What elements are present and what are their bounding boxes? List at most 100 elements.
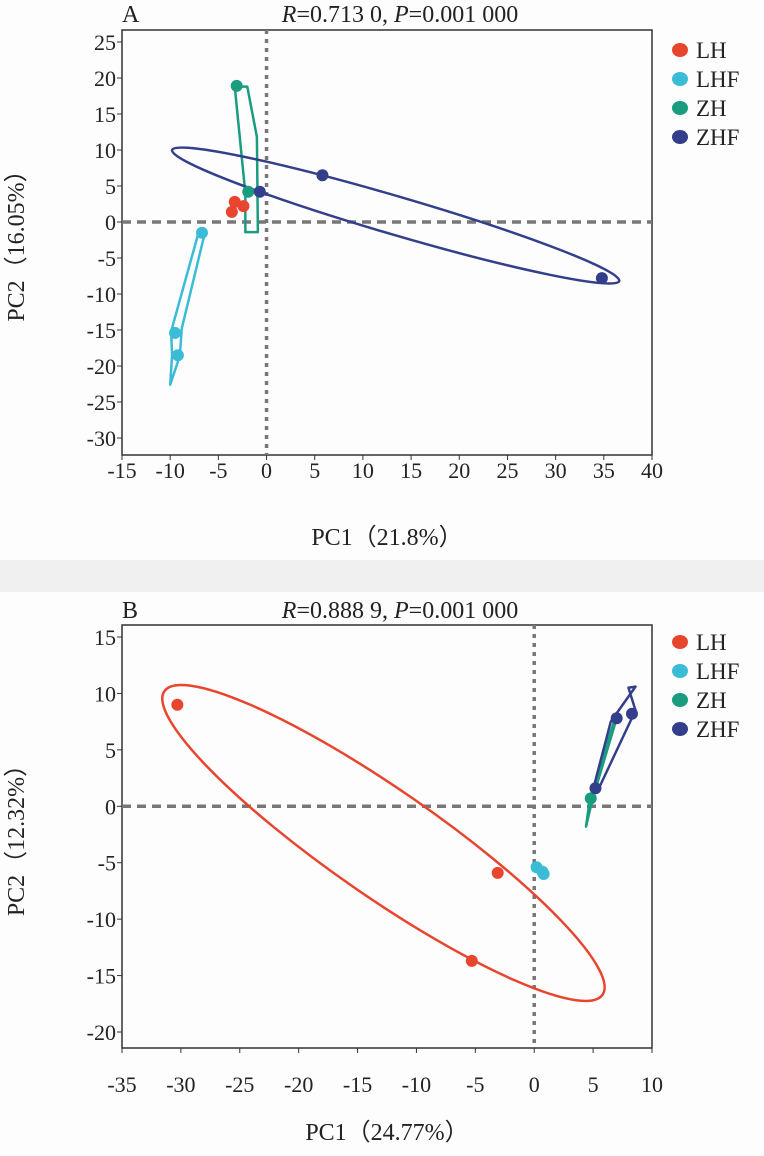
y-tick-label: 5 [105, 174, 116, 199]
data-point-lhf [169, 326, 181, 339]
data-point-lhf [195, 226, 208, 239]
data-point-lh [491, 866, 504, 879]
y-tick-label: 0 [105, 794, 116, 819]
legend-marker-zhf [672, 722, 688, 736]
y-tick-label: -20 [87, 1020, 116, 1045]
x-tick-label: 5 [309, 458, 320, 483]
x-tick-label: -20 [284, 1072, 313, 1097]
legend-label-lhf: LHF [696, 67, 739, 92]
panel-label: B [122, 598, 138, 624]
y-tick-label: -5 [98, 851, 116, 876]
legend-marker-lh [672, 43, 688, 57]
x-tick-label: -10 [402, 1072, 431, 1097]
x-tick-label: 10 [641, 1072, 663, 1097]
title-p-label: P [393, 598, 409, 624]
chart-title: R=0.888 9, P=0.001 000 [281, 598, 518, 624]
x-tick-label: 10 [352, 458, 374, 483]
title-p-value: =0.001 000 [409, 2, 519, 28]
x-axis-label: PC1（24.77%） [305, 1120, 468, 1146]
legend-marker-lh [672, 635, 688, 649]
data-point-zhf [625, 707, 638, 720]
panel-b-background [0, 592, 764, 1156]
y-tick-label: -15 [87, 318, 116, 343]
data-point-lh [171, 698, 184, 711]
data-point-lh [225, 205, 238, 218]
panel-label: A [122, 2, 140, 28]
data-point-zhf [316, 169, 329, 182]
y-tick-label: -30 [87, 426, 116, 451]
data-point-lhf [537, 868, 550, 880]
y-tick-label: -10 [87, 282, 116, 307]
plot-frame [121, 624, 653, 1049]
group-outline-lhf [168, 229, 207, 386]
x-tick-label: 35 [593, 458, 615, 483]
x-tick-label: -5 [209, 458, 227, 483]
x-tick-label: 0 [261, 458, 272, 483]
title-p-label: P [393, 2, 409, 28]
y-tick-label: 10 [94, 138, 116, 163]
y-tick-label: 25 [94, 30, 116, 55]
y-tick-label: 15 [94, 102, 116, 127]
legend-marker-zhf [672, 130, 688, 144]
data-point-zh [242, 185, 255, 198]
legend-label-lh: LH [696, 630, 727, 655]
x-tick-label: -15 [343, 1072, 372, 1097]
panel-b: -35 -30 -25 -20 -15 -10 -5 0 5 10 15 10 5 0 -5 -10 -15 -2… [4, 598, 739, 1146]
chart-title: R=0.713 0, P=0.001 000 [281, 2, 518, 28]
y-tick-label: 10 [94, 681, 116, 706]
y-axis-label: PC2（12.32%） [4, 753, 30, 916]
legend-label-zhf: ZHF [696, 125, 739, 150]
x-tick-label: -5 [466, 1072, 484, 1097]
y-tick-label: -10 [87, 907, 116, 932]
legend-label-lh: LH [696, 38, 727, 63]
data-point-lh [237, 200, 250, 213]
title-r-label: R [281, 2, 297, 28]
x-tick-label: 0 [529, 1072, 540, 1097]
x-tick-label: -35 [107, 1072, 136, 1097]
x-tick-label: 40 [641, 458, 663, 483]
panel-a: -15 -10 -5 0 5 10 15 20 25 30 35 402520151050-5-10-… [4, 2, 739, 551]
y-tick-label: 5 [105, 738, 116, 763]
x-tick-label: 15 [400, 458, 422, 483]
legend-label-lhf: LHF [696, 659, 739, 684]
x-tick-label: -25 [225, 1072, 254, 1097]
data-point-zhf [595, 272, 608, 285]
title-r-value: =0.713 0, [296, 2, 394, 28]
x-tick-label: -10 [156, 458, 185, 483]
x-axis-label: PC1（21.8%） [311, 525, 462, 551]
x-tick-label: -15 [107, 458, 136, 483]
y-tick-label: -25 [87, 390, 116, 415]
y-tick-label: -5 [98, 246, 116, 271]
data-point-zhf [610, 712, 623, 725]
x-tick-label: 30 [545, 458, 567, 483]
confidence-ellipse-lh [161, 683, 606, 1003]
data-point-zh [584, 792, 597, 805]
legend-marker-lhf [672, 72, 688, 86]
plot-frame [121, 29, 653, 456]
x-tick-label: -30 [166, 1072, 195, 1097]
legend-label-zhf: ZHF [696, 717, 739, 742]
y-tick-label: 20 [94, 66, 116, 91]
legend-marker-lhf [672, 664, 688, 678]
x-tick-label: 5 [588, 1072, 599, 1097]
y-axis-label: PC2（16.05%） [4, 158, 30, 321]
legend-label-zh: ZH [696, 688, 727, 713]
data-point-zh [230, 79, 243, 92]
title-r-value: =0.888 9, [296, 598, 394, 624]
data-point-lh [465, 954, 478, 967]
legend-marker-zh [672, 693, 688, 707]
title-r-label: R [281, 598, 297, 624]
x-tick-label: 20 [448, 458, 470, 483]
data-point-zhf [253, 185, 266, 198]
confidence-ellipse-zhf [170, 146, 621, 285]
title-p-value: =0.001 000 [409, 598, 519, 624]
y-tick-label: 15 [94, 625, 116, 650]
legend-label-zh: ZH [696, 96, 727, 121]
x-tick-label: 25 [496, 458, 518, 483]
panel-a-background [0, 0, 764, 560]
legend-marker-zh [672, 101, 688, 115]
y-tick-label: -15 [87, 964, 116, 989]
y-tick-label: -20 [87, 354, 116, 379]
